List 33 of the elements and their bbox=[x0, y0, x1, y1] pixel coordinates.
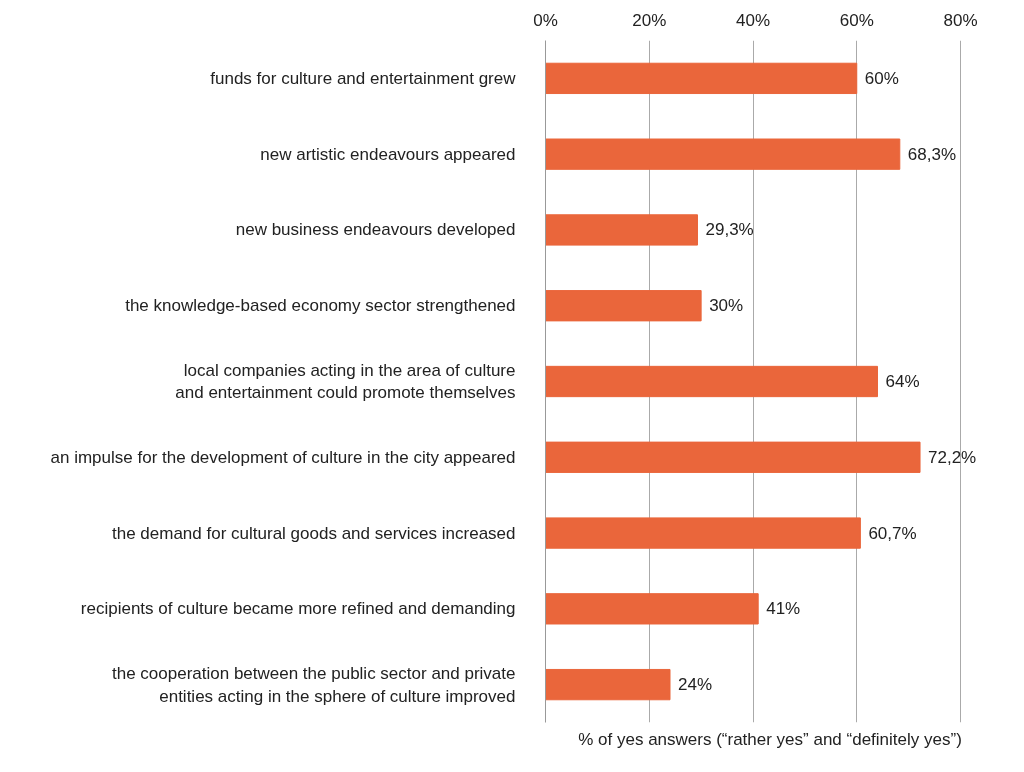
y-tick-label: the knowledge-based economy sector strengthened bbox=[125, 296, 516, 316]
x-tick-label: 60% bbox=[839, 10, 874, 30]
bar bbox=[545, 138, 901, 170]
bar bbox=[545, 62, 858, 95]
data-label: 29,3% bbox=[705, 220, 754, 240]
x-tick-label: 40% bbox=[735, 10, 771, 30]
y-tick-label: recipients of culture became more refined and demanding bbox=[80, 599, 516, 619]
data-label: 41% bbox=[766, 599, 801, 619]
bar bbox=[545, 441, 921, 473]
bar bbox=[545, 290, 702, 322]
data-label: 60,7% bbox=[868, 523, 917, 543]
bar bbox=[545, 214, 698, 246]
y-tick-label: the demand for cultural goods and services increased bbox=[111, 523, 516, 543]
y-tick-label: funds for culture and entertainment grew bbox=[210, 68, 517, 88]
y-tick-label: an impulse for the development of culture in the city appeared bbox=[50, 447, 516, 467]
data-label: 72,2% bbox=[928, 447, 977, 467]
data-label: 60% bbox=[864, 68, 899, 88]
bar bbox=[545, 668, 671, 701]
x-tick-label: 20% bbox=[632, 10, 667, 30]
bar bbox=[545, 365, 878, 398]
data-label: 68,3% bbox=[907, 144, 957, 164]
y-tick-label: the cooperation between the public sector and private entities acting in the sphere of culture improved bbox=[111, 663, 516, 706]
y-tick-label: new artistic endeavours appeared bbox=[260, 144, 516, 164]
data-label: 30% bbox=[709, 296, 744, 316]
y-tick-label: local companies acting in the area of culture and entertainment could promote themselves bbox=[175, 360, 516, 403]
bar bbox=[545, 593, 759, 625]
data-label: 24% bbox=[678, 675, 713, 695]
bar bbox=[545, 517, 861, 549]
data-label: 64% bbox=[885, 372, 920, 391]
y-tick-label: new business endeavours developed bbox=[235, 220, 516, 240]
x-tick-label: 0% bbox=[533, 10, 558, 30]
x-tick-label: 80% bbox=[943, 10, 978, 30]
x-axis-title: % of yes answers (“rather yes” and “definitely yes”) bbox=[578, 729, 962, 749]
